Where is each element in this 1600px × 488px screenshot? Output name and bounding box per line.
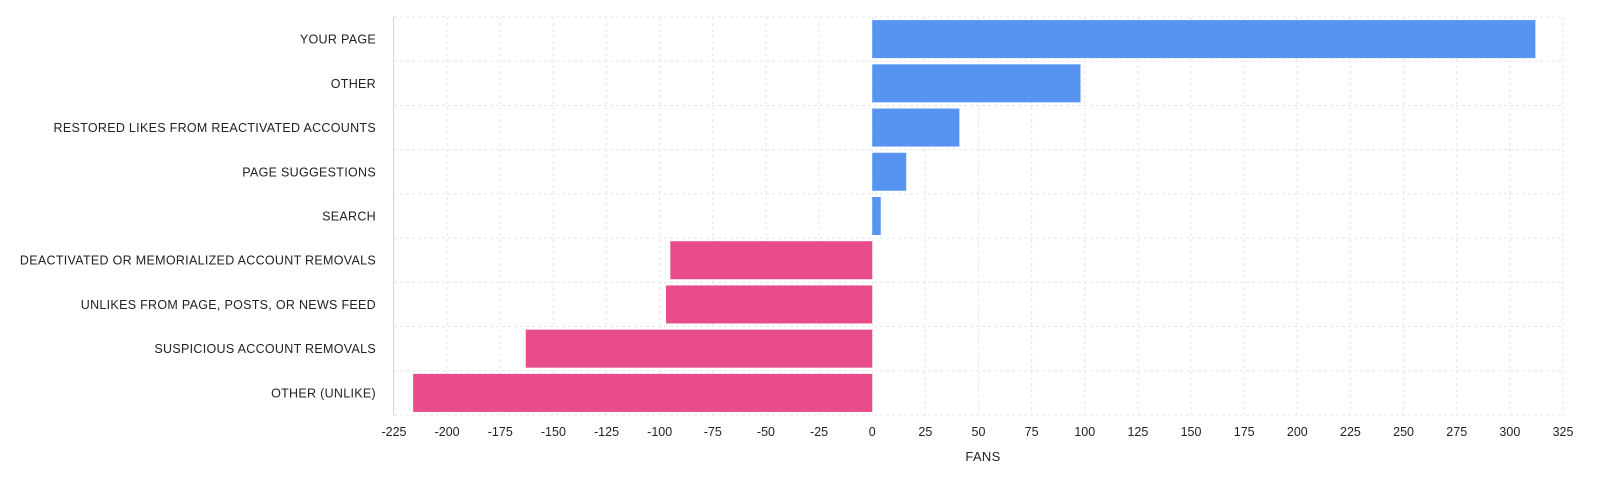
- bar: [872, 64, 1081, 103]
- x-tick-label: 225: [1340, 425, 1361, 439]
- x-tick-label: -150: [541, 425, 566, 439]
- bars: [413, 20, 1536, 412]
- x-tick-label: -175: [488, 425, 513, 439]
- bar: [413, 373, 873, 412]
- x-tick-label: -100: [647, 425, 672, 439]
- category-label: PAGE SUGGESTIONS: [242, 165, 376, 179]
- bar: [670, 241, 873, 280]
- x-tick-label: -25: [810, 425, 828, 439]
- x-tick-label: 200: [1287, 425, 1308, 439]
- x-tick-label: -125: [594, 425, 619, 439]
- bar: [872, 108, 960, 147]
- x-tick-label: 300: [1499, 425, 1520, 439]
- category-label: SEARCH: [322, 210, 376, 224]
- category-label: RESTORED LIKES FROM REACTIVATED ACCOUNTS: [54, 121, 376, 135]
- x-tick-label: -200: [435, 425, 460, 439]
- x-tick-label: 0: [869, 425, 876, 439]
- bar: [872, 152, 907, 191]
- x-tick-label: -225: [381, 425, 406, 439]
- x-tick-label: 150: [1181, 425, 1202, 439]
- x-tick-labels: -225 -200 -175 -150 -125 -100 -75 -50 -25 0 25 50 75…: [381, 425, 1573, 439]
- x-tick-label: 250: [1393, 425, 1414, 439]
- category-label: DEACTIVATED OR MEMORIALIZED ACCOUNT REMO…: [20, 254, 376, 268]
- x-tick-label: 275: [1446, 425, 1467, 439]
- bar: [666, 285, 873, 324]
- x-tick-label: -75: [704, 425, 722, 439]
- category-labels: YOUR PAGE OTHER RESTORED LIKES FROM REACTI…: [20, 33, 376, 401]
- x-tick-label: -50: [757, 425, 775, 439]
- bar: [872, 196, 881, 236]
- x-tick-label: 50: [972, 425, 986, 439]
- x-tick-label: 25: [918, 425, 932, 439]
- x-tick-label: 175: [1234, 425, 1255, 439]
- category-label: OTHER (UNLIKE): [271, 386, 376, 400]
- x-tick-label: 100: [1074, 425, 1095, 439]
- category-label: YOUR PAGE: [300, 33, 376, 47]
- bar: [872, 20, 1536, 59]
- x-axis-title: FANS: [965, 449, 1000, 464]
- bar: [525, 329, 873, 368]
- category-label: UNLIKES FROM PAGE, POSTS, OR NEWS FEED: [81, 298, 376, 312]
- x-tick-label: 325: [1553, 425, 1574, 439]
- x-tick-label: 75: [1025, 425, 1039, 439]
- x-tick-label: 125: [1127, 425, 1148, 439]
- category-label: SUSPICIOUS ACCOUNT REMOVALS: [154, 342, 376, 356]
- category-label: OTHER: [331, 77, 376, 91]
